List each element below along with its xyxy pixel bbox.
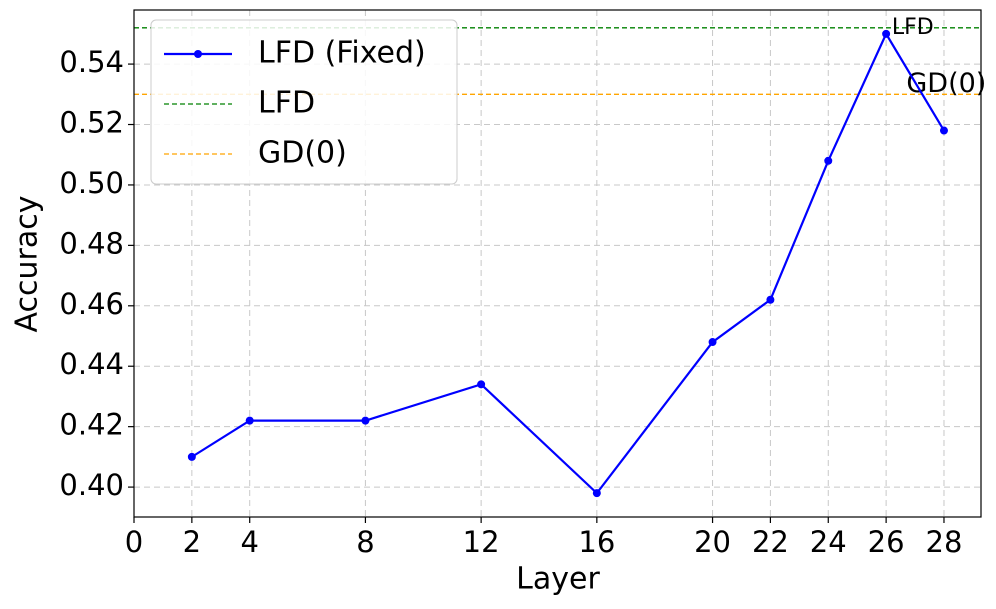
y-tick-label: 0.42 xyxy=(59,408,124,442)
x-axis-label: Layer xyxy=(516,562,600,597)
legend-text: GD(0) xyxy=(258,136,347,171)
annotation: GD(0) xyxy=(906,68,986,99)
x-tick-label: 2 xyxy=(183,525,201,559)
data-point xyxy=(824,156,833,165)
legend: LFD (Fixed) LFD GD(0) xyxy=(150,19,458,185)
legend-text: LFD (Fixed) xyxy=(258,36,426,71)
x-tick-label: 12 xyxy=(463,525,500,559)
x-tick-label: 0 xyxy=(125,525,143,559)
legend-swatch xyxy=(194,50,202,58)
x-tick-label: 16 xyxy=(578,525,615,559)
y-tick-label: 0.52 xyxy=(59,106,124,140)
data-point xyxy=(882,29,891,38)
x-tick-label: 20 xyxy=(694,525,731,559)
data-line xyxy=(191,31,945,495)
data-point xyxy=(187,452,196,461)
data-point xyxy=(477,380,486,389)
y-tick-label: 0.50 xyxy=(59,166,124,200)
data-point xyxy=(766,295,775,304)
x-tick-label: 24 xyxy=(810,525,847,559)
annotation: LFD xyxy=(892,15,934,40)
x-tick-label: 8 xyxy=(356,525,374,559)
data-point xyxy=(708,338,717,347)
y-tick-label: 0.44 xyxy=(59,347,124,381)
y-tick-label: 0.40 xyxy=(59,468,124,502)
legend-box xyxy=(150,19,458,185)
plot-frame xyxy=(133,9,982,518)
legend-text: LFD xyxy=(258,86,315,121)
y-tick-label: 0.46 xyxy=(59,287,124,321)
y-tick-label: 0.48 xyxy=(59,226,124,260)
data-point xyxy=(939,126,948,135)
data-point xyxy=(361,416,370,425)
data-point xyxy=(245,416,254,425)
x-tick-label: 22 xyxy=(752,525,789,559)
x-tick-label: 4 xyxy=(240,525,258,559)
x-tick-label: 26 xyxy=(868,525,905,559)
data-point xyxy=(592,489,601,498)
x-tick-label: 28 xyxy=(926,525,963,559)
y-tick-label: 0.54 xyxy=(59,45,124,79)
y-axis-label: Accuracy xyxy=(10,196,45,333)
